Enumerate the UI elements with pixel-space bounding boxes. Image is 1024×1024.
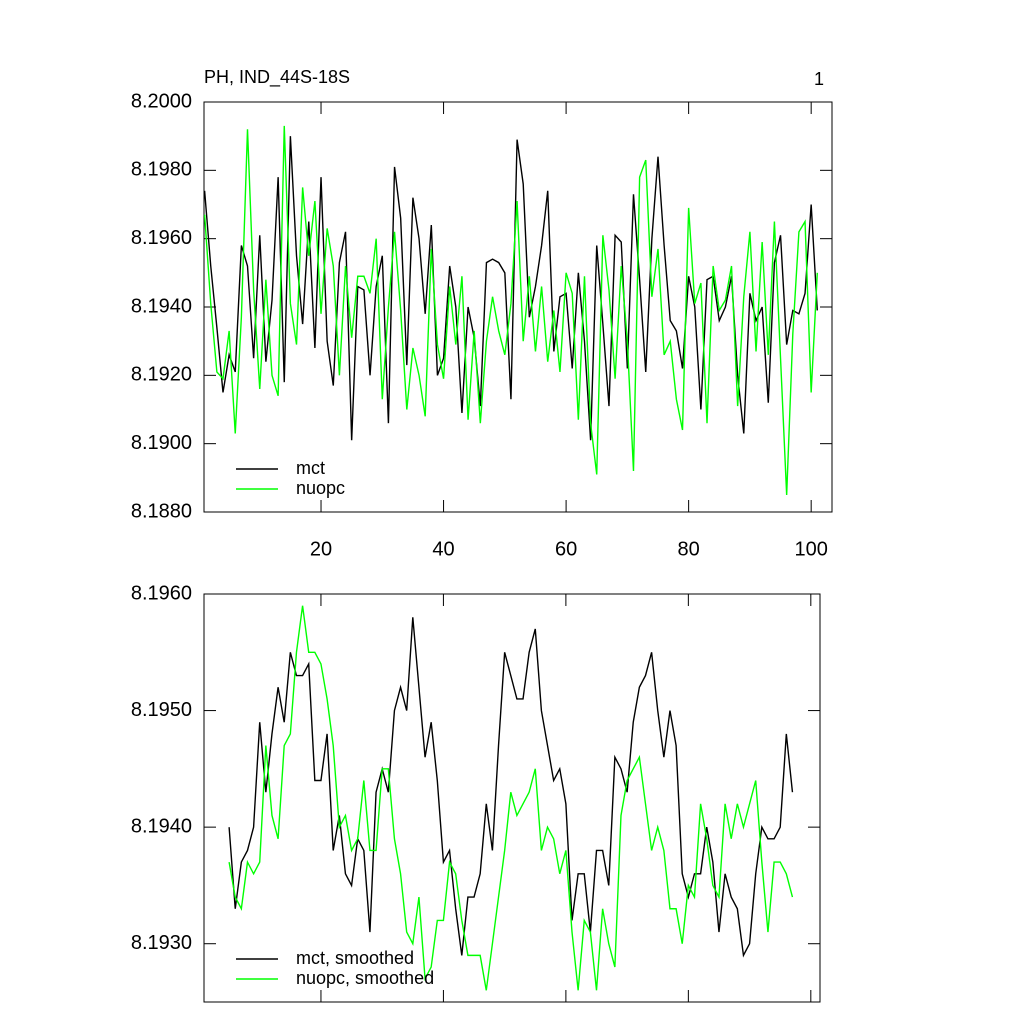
x-tick-label: 20 (310, 538, 332, 560)
plot-frame (203, 101, 833, 513)
legend-label: nuopc, smoothed (296, 968, 434, 988)
y-tick-label: 8.1980 (131, 159, 192, 181)
y-tick-label: 8.1960 (131, 582, 192, 604)
x-tick-label: 100 (794, 538, 827, 560)
series-line (228, 605, 794, 991)
series-line (228, 617, 794, 958)
y-tick-label: 8.1900 (131, 432, 192, 454)
legend-label: mct, smoothed (296, 948, 414, 968)
chart-title: PH, IND_44S-18S (204, 67, 350, 88)
panel-label: 1 (814, 69, 824, 89)
x-tick-label: 60 (555, 538, 577, 560)
legend-label: nuopc (296, 478, 345, 498)
series-line (203, 125, 818, 495)
x-tick-label: 40 (432, 538, 454, 560)
plot-frame (203, 593, 821, 1003)
y-tick-label: 8.1880 (131, 500, 192, 522)
legend-label: mct (296, 458, 325, 478)
y-tick-label: 8.1920 (131, 364, 192, 386)
y-tick-label: 8.2000 (131, 90, 192, 112)
y-tick-label: 8.1960 (131, 227, 192, 249)
series-line (203, 136, 818, 441)
x-tick-label: 80 (678, 538, 700, 560)
y-tick-label: 8.1950 (131, 699, 192, 721)
y-tick-label: 8.1940 (131, 815, 192, 837)
y-tick-label: 8.1930 (131, 932, 192, 954)
y-tick-label: 8.1940 (131, 295, 192, 317)
